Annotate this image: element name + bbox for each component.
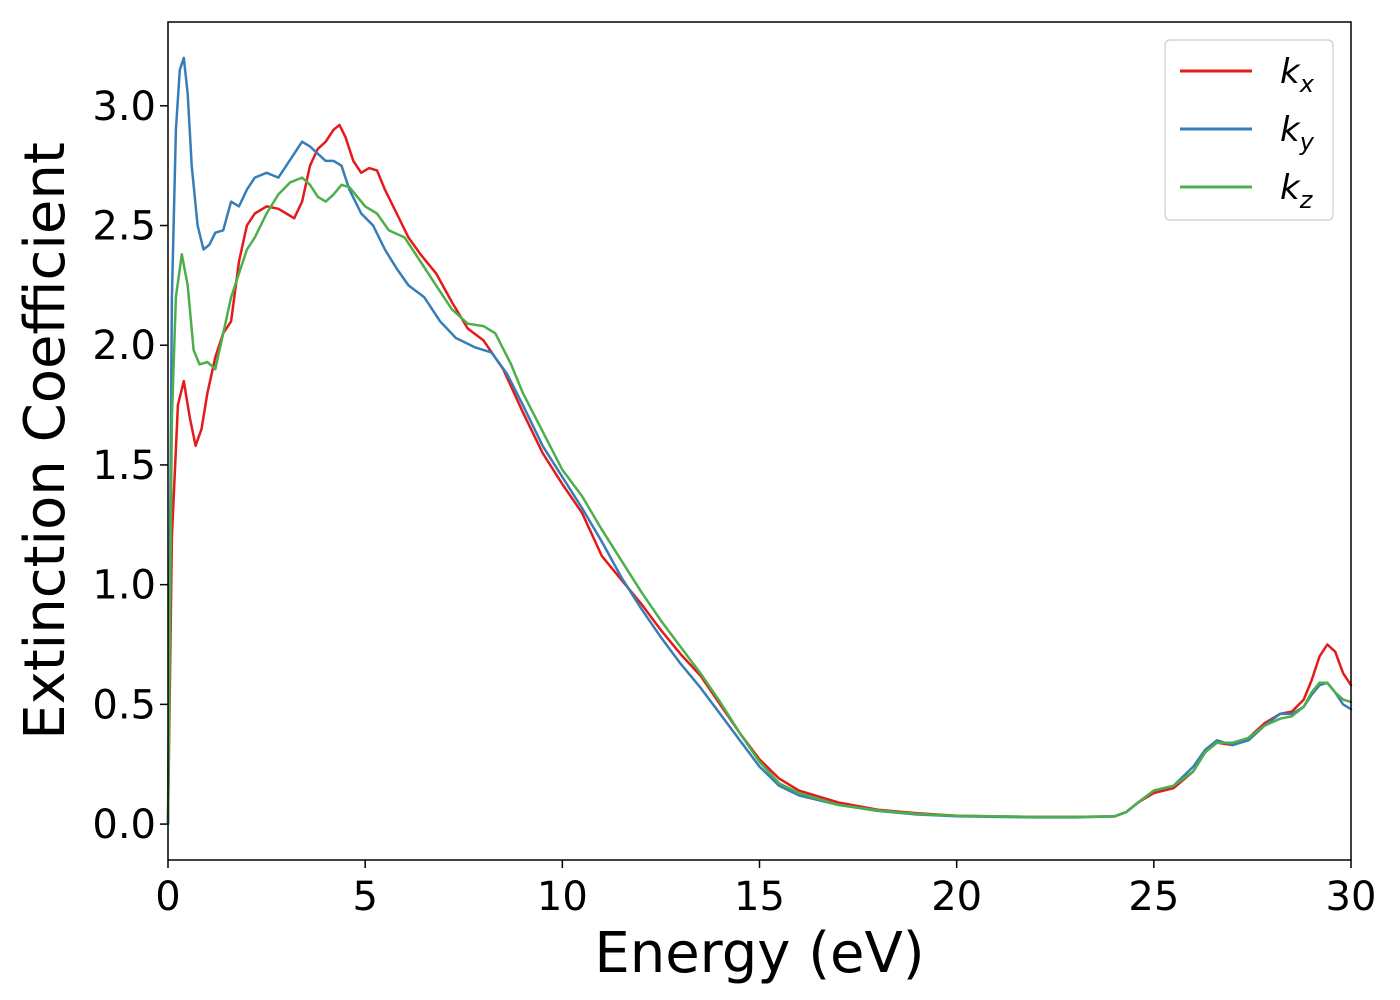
tick-layer: 0 5 10 15 20 25 30 0.0 0.5 1.0 1.5 2.0 2.5 3.0 <box>92 84 1376 920</box>
legend-label-subscript: y <box>1299 128 1315 156</box>
y-tick-label: 0.0 <box>92 802 156 848</box>
y-tick-label: 1.0 <box>92 563 156 609</box>
y-axis-title: Extinction Coefficient <box>13 142 78 740</box>
legend-label-base: k <box>1280 168 1301 208</box>
legend-label-base: k <box>1280 52 1301 92</box>
y-tick-label: 3.0 <box>92 84 156 130</box>
series-layer <box>166 56 1353 826</box>
x-tick-label: 15 <box>734 874 785 920</box>
x-tick-label: 30 <box>1326 874 1377 920</box>
x-tick-label: 10 <box>537 874 588 920</box>
x-tick-label: 5 <box>352 874 377 920</box>
legend-label-subscript: z <box>1299 186 1314 214</box>
x-tick-label: 20 <box>931 874 982 920</box>
y-tick-label: 2.5 <box>92 204 156 250</box>
y-tick-label: 0.5 <box>92 682 156 728</box>
series-line-x <box>166 123 1353 826</box>
legend-label-z: kz <box>1280 168 1314 214</box>
series-line-z <box>166 176 1353 826</box>
x-tick-label: 25 <box>1128 874 1179 920</box>
x-axis-title: Energy (eV) <box>594 921 924 986</box>
y-tick-label: 2.0 <box>92 323 156 369</box>
series-line-y <box>166 56 1353 826</box>
y-tick-label: 1.5 <box>92 443 156 489</box>
legend-label-subscript: x <box>1299 70 1315 98</box>
legend-label-base: k <box>1280 110 1301 150</box>
legend-label-y: ky <box>1280 110 1315 156</box>
legend-label-x: kx <box>1280 52 1315 98</box>
x-tick-label: 0 <box>155 874 180 920</box>
